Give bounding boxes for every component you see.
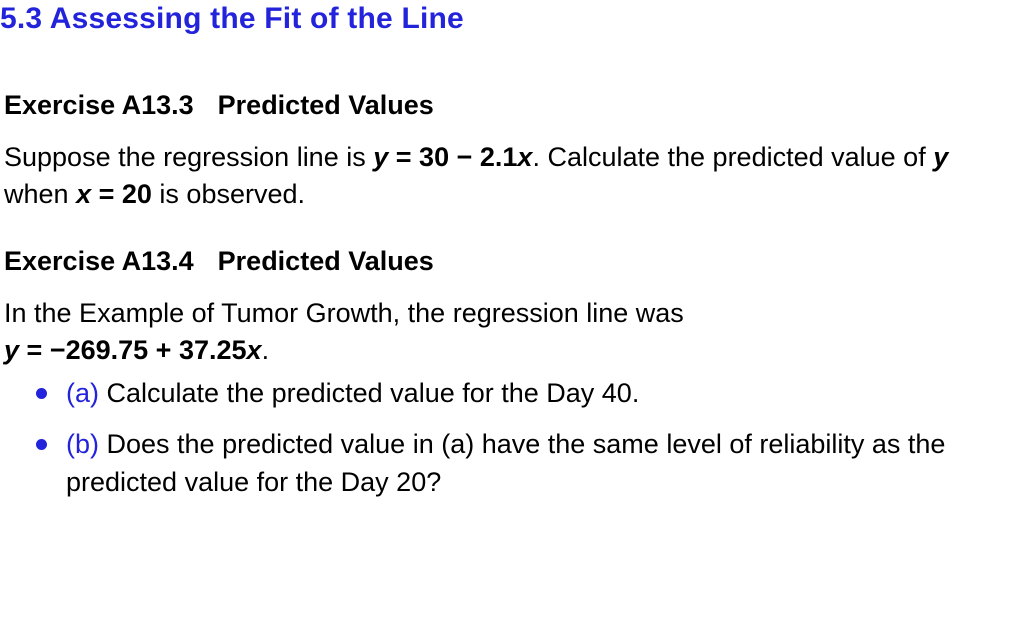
text-fragment: when <box>4 179 76 209</box>
exercise-1-body: Suppose the regression line is y = 30 − … <box>4 139 1006 214</box>
part-label-b: (b) <box>66 429 99 459</box>
math-op-minus: − <box>449 142 480 172</box>
text-fragment: . <box>262 335 270 365</box>
part-label-a: (a) <box>66 378 99 408</box>
section-title: 5.3 Assessing the Fit of the Line <box>0 2 1006 36</box>
list-item: (b) Does the predicted value in (a) have… <box>30 426 1006 501</box>
math-op-plus: + <box>148 335 179 365</box>
text-fragment: . Calculate the predicted value of <box>532 142 933 172</box>
exercise-2-heading: Exercise A13.4 Predicted Values <box>4 246 1006 277</box>
math-op-eq: = <box>91 179 122 209</box>
exercise-1-title: Predicted Values <box>218 90 434 120</box>
math-num: −269.75 <box>50 335 148 365</box>
part-text: Does the predicted value in (a) have the… <box>66 429 945 496</box>
text-fragment: In the Example of Tumor Growth, the regr… <box>4 298 684 328</box>
math-op-eq: = <box>388 142 419 172</box>
list-item: (a) Calculate the predicted value for th… <box>30 375 1006 412</box>
exercise-2-intro: In the Example of Tumor Growth, the regr… <box>4 295 1006 370</box>
math-var-y: y <box>373 142 388 172</box>
part-text: Calculate the predicted value for the Da… <box>99 378 639 408</box>
math-var-x: x <box>517 142 532 172</box>
math-op-eq: = <box>19 335 50 365</box>
math-var-y: y <box>4 335 19 365</box>
math-var-x: x <box>247 335 262 365</box>
text-fragment: is observed. <box>152 179 305 209</box>
exercise-1-heading: Exercise A13.3 Predicted Values <box>4 90 1006 121</box>
page: 5.3 Assessing the Fit of the Line Exerci… <box>0 2 1024 501</box>
math-var-x: x <box>76 179 91 209</box>
exercise-2-label: Exercise A13.4 <box>4 246 194 276</box>
math-var-y: y <box>933 142 948 172</box>
exercise-2-parts: (a) Calculate the predicted value for th… <box>30 375 1006 501</box>
math-num: 20 <box>122 179 152 209</box>
exercise-1-label: Exercise A13.3 <box>4 90 194 120</box>
math-num: 30 <box>419 142 449 172</box>
exercise-2-title: Predicted Values <box>218 246 434 276</box>
math-num: 37.25 <box>179 335 247 365</box>
text-fragment: Suppose the regression line is <box>4 142 373 172</box>
math-num: 2.1 <box>480 142 518 172</box>
